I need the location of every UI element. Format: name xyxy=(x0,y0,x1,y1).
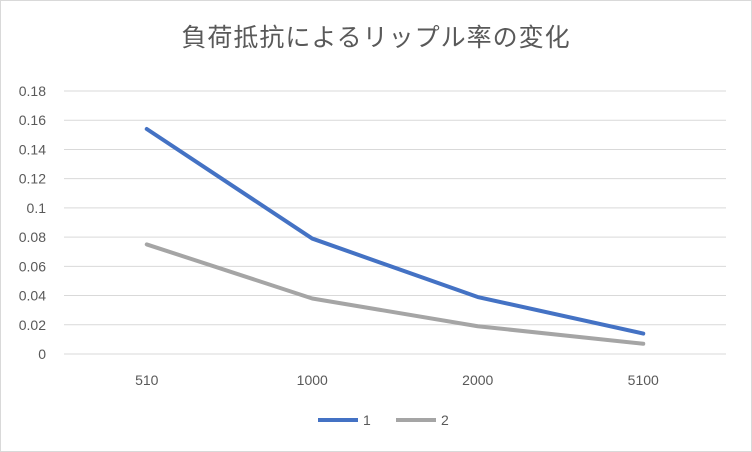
series-lines xyxy=(144,126,646,346)
y-tick-label: 0.08 xyxy=(19,229,46,245)
x-tick-label: 1000 xyxy=(297,372,328,388)
x-tick-label: 510 xyxy=(135,372,159,388)
y-axis-ticks: 0 0.02 0.04 0.06 0.08 0.1 0.12 0.14 0.16 0.18 xyxy=(19,83,46,362)
x-axis-ticks: 510 1000 2000 5100 xyxy=(135,372,659,388)
y-tick-label: 0.18 xyxy=(19,83,46,99)
y-tick-label: 0.12 xyxy=(19,171,46,187)
y-tick-label: 0.16 xyxy=(19,112,46,128)
y-tick-label: 0.02 xyxy=(19,317,46,333)
legend-label-2: 2 xyxy=(441,412,449,428)
y-tick-label: 0.06 xyxy=(19,258,46,274)
chart-title: 負荷抵抗によるリップル率の変化 xyxy=(181,23,571,52)
x-tick-label: 5100 xyxy=(628,372,659,388)
series-line-1 xyxy=(144,126,646,336)
y-tick-label: 0.14 xyxy=(19,141,46,157)
gridlines xyxy=(64,90,726,355)
x-tick-label: 2000 xyxy=(462,372,493,388)
y-tick-label: 0.1 xyxy=(27,200,47,216)
legend-label-1: 1 xyxy=(363,412,371,428)
y-tick-label: 0.04 xyxy=(19,288,46,304)
series-line-2 xyxy=(144,242,646,346)
y-tick-label: 0 xyxy=(38,346,46,362)
